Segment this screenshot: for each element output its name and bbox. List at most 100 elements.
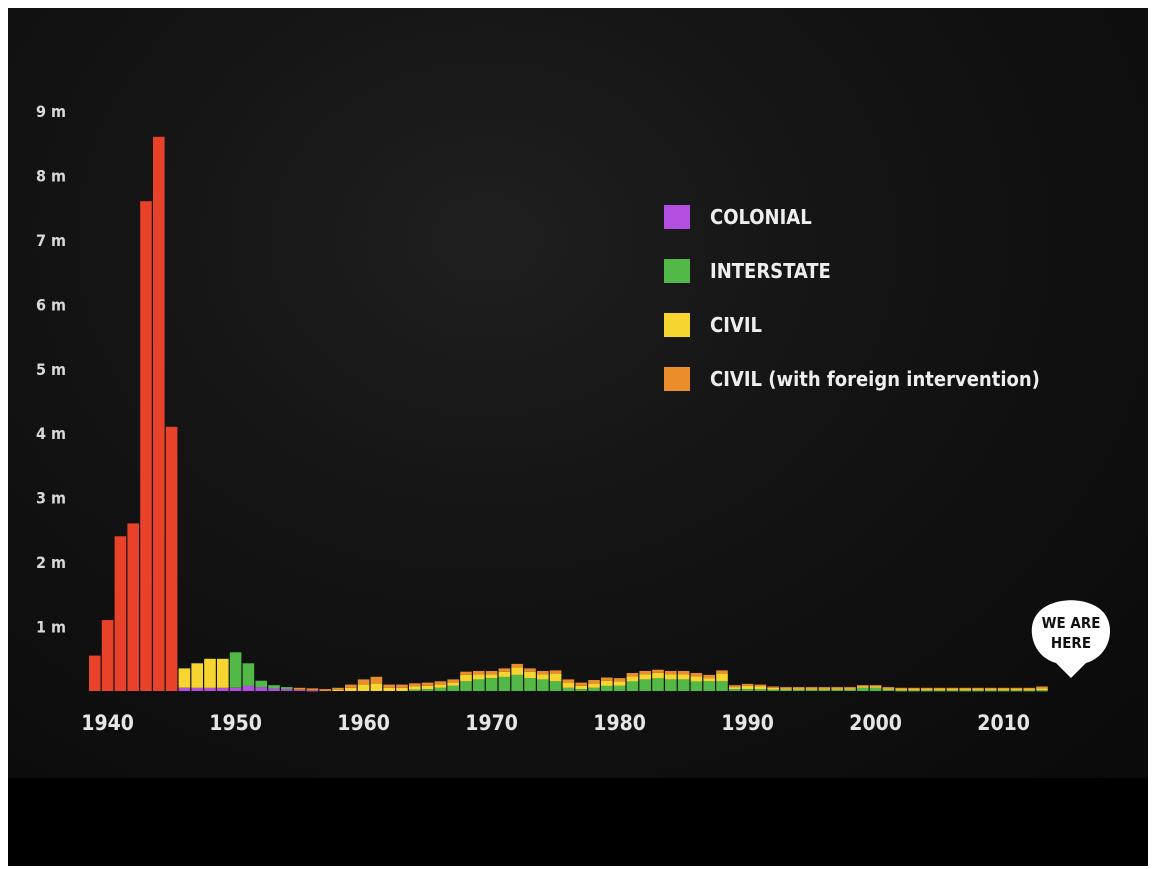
x-tick-label: 1960	[337, 711, 390, 735]
bar-civil	[601, 680, 613, 686]
bar-civil_foreign	[575, 682, 587, 686]
bar-colonial	[178, 687, 191, 691]
x-tick-label: 1980	[593, 711, 646, 735]
y-tick-label: 9 m	[36, 102, 66, 121]
bar-civil_foreign	[370, 676, 383, 684]
bar-civil_foreign	[857, 685, 869, 687]
bar-civil_foreign	[665, 671, 677, 675]
bar-civil_foreign	[1023, 687, 1035, 690]
bar-ww2	[114, 536, 127, 691]
bar-civil	[537, 674, 549, 680]
bar-civil_foreign	[818, 687, 831, 689]
bar-civil	[473, 674, 485, 680]
bar-interstate	[844, 689, 856, 691]
bar-civil	[741, 685, 754, 689]
bar-civil_foreign	[959, 687, 971, 690]
bar-civil_foreign	[421, 682, 434, 686]
bar-civil_foreign	[882, 687, 895, 689]
bar-civil_foreign	[524, 668, 536, 672]
bar-interstate	[639, 679, 651, 691]
bar-civil_foreign	[831, 687, 843, 689]
bar-ww2	[101, 620, 114, 691]
bar-interstate	[716, 681, 728, 691]
bar-civil_foreign	[434, 681, 447, 685]
bar-interstate	[780, 689, 792, 691]
bar-interstate	[524, 678, 536, 691]
chart-stage: 9 m 8 m 7 m 6 m 5 m 4 m 3 m 2 m 1 m 1940 1950 1960…	[8, 8, 1148, 778]
bar-civil	[652, 673, 664, 679]
bar-interstate	[473, 679, 485, 691]
bar-civil_foreign	[485, 671, 498, 675]
bar-civil	[178, 668, 191, 688]
bar-civil	[703, 678, 715, 682]
bar-civil_foreign	[357, 679, 370, 685]
bar-colonial	[281, 689, 293, 691]
bar-civil	[460, 674, 472, 682]
bar-civil	[908, 689, 920, 691]
bar-civil_foreign	[933, 687, 946, 690]
legend: COLONIAL INTERSTATE CIVIL CIVIL (with forei…	[664, 205, 1040, 391]
bar-interstate	[1036, 690, 1048, 692]
bar-civil_foreign	[754, 684, 767, 687]
bar-civil	[997, 689, 1010, 691]
bar-civil_foreign	[460, 671, 472, 675]
bar-interstate	[793, 689, 805, 691]
x-tick-label: 1950	[209, 711, 262, 735]
bar-civil_foreign	[869, 685, 882, 687]
bar-interstate	[933, 690, 946, 692]
bar-civil_foreign	[409, 683, 421, 687]
bar-interstate	[409, 689, 421, 691]
legend-label: COLONIAL	[710, 205, 812, 229]
bar-interstate	[729, 689, 741, 691]
y-tick-label: 5 m	[36, 360, 66, 379]
y-tick-label: 8 m	[36, 166, 66, 185]
bar-civil_foreign	[549, 670, 562, 674]
bar-civil	[588, 683, 600, 688]
bar-civil	[818, 688, 831, 690]
bar-civil_foreign	[1010, 687, 1023, 690]
bar-civil_foreign	[345, 684, 357, 688]
bar-interstate	[997, 690, 1010, 692]
bar-civil	[933, 689, 946, 691]
bars	[89, 136, 1048, 692]
bar-interstate	[1023, 690, 1035, 692]
bar-civil_foreign	[793, 687, 805, 689]
legend-swatch	[664, 259, 690, 283]
bar-civil	[524, 671, 536, 679]
bar-civil_foreign	[716, 670, 728, 674]
x-tick-label: 1970	[465, 711, 518, 735]
bar-civil	[345, 687, 357, 691]
bar-civil	[959, 689, 971, 691]
bar-civil	[754, 686, 767, 690]
bar-interstate	[1010, 690, 1023, 692]
bar-civil_foreign	[562, 679, 575, 683]
bar-civil	[857, 686, 869, 688]
x-tick-label: 1940	[81, 711, 134, 735]
bar-colonial	[255, 687, 267, 691]
bar-civil	[217, 658, 229, 688]
bar-civil	[882, 688, 895, 690]
bar-interstate	[805, 689, 818, 691]
bar-civil	[690, 676, 703, 682]
bar-civil	[511, 667, 523, 675]
bar-interstate	[882, 689, 895, 691]
bar-civil_foreign	[729, 685, 741, 688]
bar-civil	[421, 685, 434, 689]
bar-civil	[626, 676, 639, 682]
bar-civil	[485, 674, 498, 679]
bar-civil_foreign	[741, 683, 754, 686]
y-tick-label: 7 m	[36, 231, 66, 250]
bar-interstate	[677, 679, 690, 691]
bar-civil	[639, 674, 651, 680]
bar-interstate	[985, 690, 997, 692]
legend-label: INTERSTATE	[710, 259, 831, 283]
letterbox-bottom	[8, 778, 1148, 866]
bar-civil	[895, 689, 907, 691]
bar-interstate	[498, 676, 511, 691]
bar-ww2	[89, 655, 101, 691]
bar-civil	[383, 687, 395, 691]
bar-civil_foreign	[921, 687, 933, 690]
bar-interstate	[754, 689, 767, 691]
bar-civil	[409, 686, 421, 690]
bar-civil_foreign	[537, 671, 549, 675]
